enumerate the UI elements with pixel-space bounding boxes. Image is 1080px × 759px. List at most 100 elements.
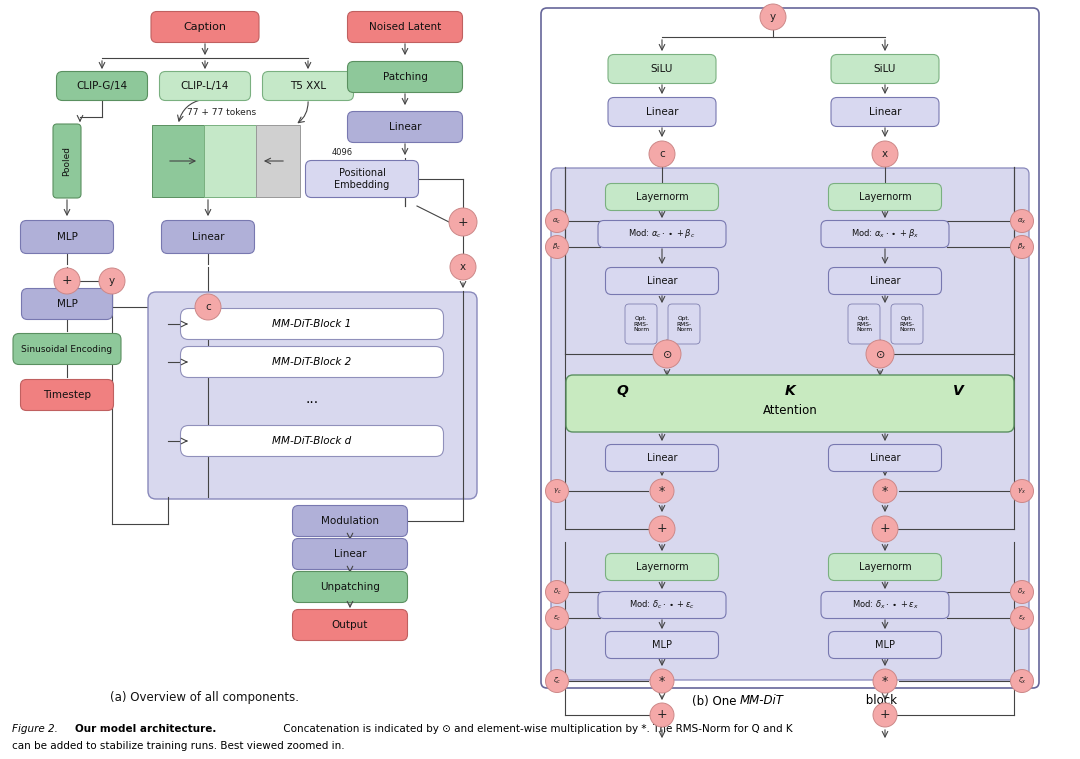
FancyBboxPatch shape — [891, 304, 923, 344]
Text: Opt.
RMS-
Norm: Opt. RMS- Norm — [899, 316, 915, 332]
FancyBboxPatch shape — [21, 380, 113, 411]
Circle shape — [649, 141, 675, 167]
Text: Mod: $\alpha_x \cdot \bullet + \beta_x$: Mod: $\alpha_x \cdot \bullet + \beta_x$ — [851, 228, 919, 241]
FancyBboxPatch shape — [848, 304, 880, 344]
Text: V: V — [953, 384, 963, 398]
Text: Pooled: Pooled — [63, 146, 71, 176]
Circle shape — [1011, 235, 1034, 259]
Circle shape — [450, 254, 476, 280]
Text: $\odot$: $\odot$ — [875, 348, 886, 360]
FancyBboxPatch shape — [831, 55, 939, 83]
Text: $\beta_x$: $\beta_x$ — [1017, 242, 1027, 252]
Circle shape — [650, 479, 674, 503]
Text: $\alpha_x$: $\alpha_x$ — [1017, 216, 1027, 225]
Text: can be added to stabilize training runs. Best viewed zoomed in.: can be added to stabilize training runs.… — [12, 741, 345, 751]
Text: CLIP-L/14: CLIP-L/14 — [180, 81, 229, 91]
FancyBboxPatch shape — [821, 591, 949, 619]
Circle shape — [650, 703, 674, 727]
Text: MLP: MLP — [56, 299, 78, 309]
Text: Caption: Caption — [184, 22, 227, 32]
FancyBboxPatch shape — [262, 71, 353, 100]
FancyBboxPatch shape — [348, 112, 462, 143]
FancyBboxPatch shape — [293, 572, 407, 603]
Text: Positional
Embedding: Positional Embedding — [335, 168, 390, 190]
Circle shape — [545, 669, 568, 692]
FancyBboxPatch shape — [551, 168, 1029, 680]
Text: Linear: Linear — [647, 276, 677, 286]
Text: MLP: MLP — [875, 640, 895, 650]
FancyBboxPatch shape — [828, 184, 942, 210]
Text: *: * — [882, 484, 888, 497]
FancyBboxPatch shape — [204, 125, 256, 197]
FancyBboxPatch shape — [831, 97, 939, 127]
Text: $\odot$: $\odot$ — [662, 348, 672, 360]
Text: Linear: Linear — [389, 122, 421, 132]
FancyBboxPatch shape — [598, 591, 726, 619]
Text: *: * — [659, 484, 665, 497]
FancyBboxPatch shape — [348, 61, 462, 93]
Text: Layernorm: Layernorm — [859, 562, 912, 572]
Text: $\alpha_c$: $\alpha_c$ — [552, 216, 562, 225]
Text: $\gamma_x$: $\gamma_x$ — [1017, 487, 1026, 496]
Text: +: + — [657, 708, 667, 722]
Circle shape — [195, 294, 221, 320]
Text: MM-DiT-Block d: MM-DiT-Block d — [272, 436, 352, 446]
Text: Q: Q — [616, 384, 627, 398]
Text: c: c — [205, 302, 211, 312]
FancyBboxPatch shape — [566, 375, 1014, 432]
FancyBboxPatch shape — [293, 505, 407, 537]
FancyBboxPatch shape — [606, 553, 718, 581]
Text: SiLU: SiLU — [874, 64, 896, 74]
Text: $\gamma_c$: $\gamma_c$ — [553, 487, 562, 496]
Text: +: + — [458, 216, 469, 228]
Text: (b) One: (b) One — [692, 694, 740, 707]
Circle shape — [653, 340, 681, 368]
Text: Opt.
RMS-
Norm: Opt. RMS- Norm — [856, 316, 872, 332]
Text: +: + — [657, 522, 667, 536]
FancyBboxPatch shape — [828, 445, 942, 471]
Circle shape — [872, 516, 897, 542]
Text: $\epsilon_x$: $\epsilon_x$ — [1017, 613, 1026, 622]
Text: SiLU: SiLU — [651, 64, 673, 74]
Text: channel: channel — [332, 164, 365, 173]
Text: Mod: $\alpha_c \cdot \bullet + \beta_c$: Mod: $\alpha_c \cdot \bullet + \beta_c$ — [629, 228, 696, 241]
Text: Layernorm: Layernorm — [636, 562, 688, 572]
Text: $\delta_c$: $\delta_c$ — [553, 587, 562, 597]
FancyBboxPatch shape — [56, 71, 148, 100]
Text: Unpatching: Unpatching — [320, 582, 380, 592]
Circle shape — [545, 606, 568, 629]
Text: (a) Overview of all components.: (a) Overview of all components. — [110, 691, 299, 704]
Text: x: x — [460, 262, 467, 272]
Text: $\zeta_c$: $\zeta_c$ — [553, 676, 562, 686]
FancyBboxPatch shape — [608, 97, 716, 127]
FancyBboxPatch shape — [606, 445, 718, 471]
Text: Layernorm: Layernorm — [636, 192, 688, 202]
Text: ...: ... — [306, 392, 319, 406]
Text: Noised Latent: Noised Latent — [369, 22, 441, 32]
Circle shape — [545, 209, 568, 232]
Text: Linear: Linear — [647, 453, 677, 463]
FancyBboxPatch shape — [151, 11, 259, 43]
Circle shape — [873, 703, 897, 727]
FancyBboxPatch shape — [160, 71, 251, 100]
Circle shape — [873, 669, 897, 693]
Text: Sinusoidal Encoding: Sinusoidal Encoding — [22, 345, 112, 354]
Text: Attention: Attention — [762, 405, 818, 417]
Text: $\beta_c$: $\beta_c$ — [553, 242, 562, 252]
FancyBboxPatch shape — [180, 426, 444, 456]
Circle shape — [449, 208, 477, 236]
Circle shape — [650, 669, 674, 693]
Circle shape — [1011, 480, 1034, 502]
FancyBboxPatch shape — [256, 125, 300, 197]
FancyBboxPatch shape — [821, 221, 949, 247]
Text: +: + — [880, 708, 890, 722]
Text: Linear: Linear — [646, 107, 678, 117]
Text: Our model architecture.: Our model architecture. — [75, 724, 216, 734]
Circle shape — [545, 480, 568, 502]
Text: *: * — [882, 675, 888, 688]
FancyBboxPatch shape — [598, 221, 726, 247]
Circle shape — [1011, 606, 1034, 629]
FancyBboxPatch shape — [22, 288, 112, 320]
Text: MM-DiT: MM-DiT — [740, 694, 784, 707]
Text: Patching: Patching — [382, 72, 428, 82]
